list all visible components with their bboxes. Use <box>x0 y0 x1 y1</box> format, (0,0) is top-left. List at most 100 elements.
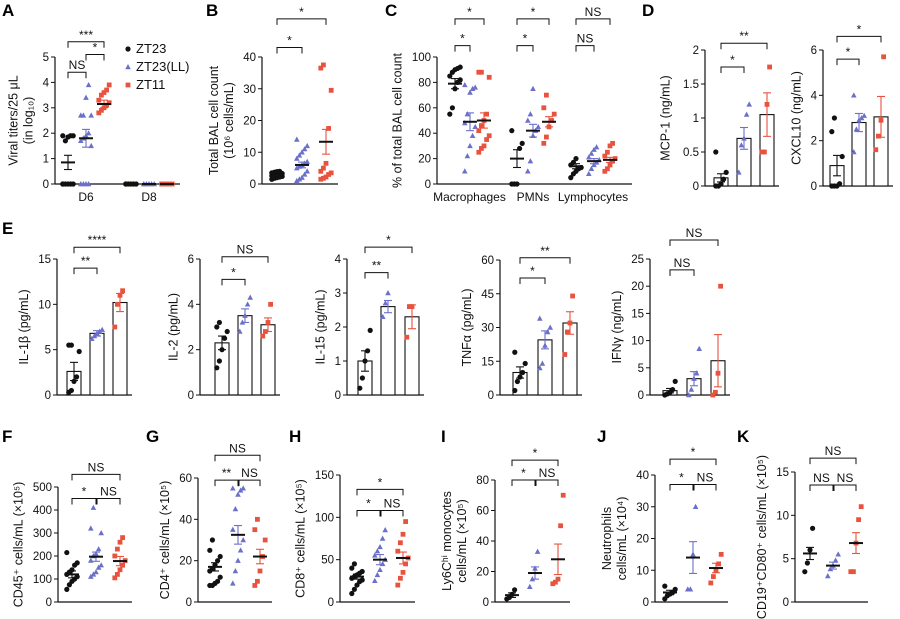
y-tick-label: 6 <box>811 45 817 57</box>
data-point <box>268 301 273 307</box>
group-zt23 <box>713 149 729 189</box>
data-point <box>718 181 724 187</box>
group-zt23ll <box>525 85 541 174</box>
significance-label: * <box>467 5 472 19</box>
data-point <box>230 526 236 532</box>
data-point <box>377 543 383 550</box>
data-point <box>117 567 123 573</box>
data-point <box>321 165 326 171</box>
data-point <box>216 358 222 364</box>
data-point <box>610 140 615 146</box>
group-zt23ll <box>537 315 553 396</box>
group-zt23ll <box>586 144 602 177</box>
significance-bracket <box>67 41 105 48</box>
data-point <box>106 100 112 106</box>
data-point <box>839 153 845 160</box>
y-tick-label: 1 <box>43 154 49 166</box>
data-point <box>743 111 750 117</box>
significance-label: * <box>287 33 292 47</box>
significance-bracket <box>380 510 404 517</box>
data-point <box>88 525 94 531</box>
data-point <box>230 485 236 491</box>
data-point <box>398 575 403 581</box>
bar <box>237 315 253 396</box>
group-zt11 <box>708 551 724 586</box>
significance-label: NS <box>837 471 854 485</box>
data-point <box>321 62 326 68</box>
data-point <box>861 112 867 118</box>
data-point <box>88 557 94 563</box>
y-tick-label: 4 <box>188 299 195 311</box>
significance-bracket <box>669 484 694 491</box>
data-point <box>294 177 300 184</box>
data-point <box>607 143 613 149</box>
y-tick-label: 40 <box>179 514 192 526</box>
data-point <box>831 115 838 121</box>
significance-label: * <box>521 466 526 480</box>
data-point <box>520 369 526 376</box>
panel-letter-e: E <box>2 219 13 238</box>
significance-bracket <box>511 479 536 486</box>
y-tick-label: 60 <box>481 255 494 267</box>
data-point <box>255 516 260 522</box>
group-zt11 <box>710 283 726 398</box>
data-point <box>85 181 92 187</box>
y-tick-label: 15 <box>631 308 644 320</box>
y-tick-label: 45 <box>481 289 494 301</box>
group-zt23 <box>269 168 285 182</box>
y-tick-label: 2 <box>335 322 341 334</box>
data-point <box>469 132 476 138</box>
data-point <box>224 328 230 335</box>
panel-letter-f: F <box>2 427 12 446</box>
data-point <box>472 123 478 130</box>
data-point <box>462 81 468 88</box>
data-point <box>299 174 305 180</box>
data-point <box>476 128 482 134</box>
group-zt23ll <box>88 504 104 579</box>
y-axis-label: (in log₁₀) <box>22 97 36 145</box>
panel-letter-j: J <box>597 427 606 446</box>
data-point <box>544 329 551 335</box>
data-point <box>407 304 412 309</box>
y-axis-label: CD4⁺ cells/mL (×10⁵) <box>158 481 172 600</box>
data-point <box>323 174 329 180</box>
group-zt23 <box>66 342 82 396</box>
legend-label: ZT23(LL) <box>136 59 189 74</box>
group-zt23ll <box>686 345 702 398</box>
data-point <box>96 110 102 116</box>
significance-label: NS <box>100 485 117 499</box>
y-tick-label: 6 <box>188 254 194 266</box>
panel-letter-i: I <box>441 427 446 446</box>
data-point <box>76 348 82 355</box>
data-point <box>511 587 518 593</box>
legend-marker-triangle-icon <box>125 64 131 70</box>
data-point <box>464 153 471 159</box>
group-zt11 <box>112 288 128 396</box>
significance-label: * <box>386 233 391 247</box>
data-point <box>447 111 453 117</box>
significance-bracket <box>833 484 857 491</box>
y-tick-label: 0 <box>46 597 52 609</box>
significance-bracket <box>454 45 471 52</box>
data-point <box>359 375 365 381</box>
data-point <box>382 300 389 306</box>
data-point <box>570 293 575 299</box>
y-tick-label: 30 <box>481 323 494 335</box>
data-point <box>738 142 745 148</box>
data-point <box>380 313 386 319</box>
significance-bracket <box>96 498 121 505</box>
significance-label: ** <box>372 259 382 273</box>
significance-label: * <box>82 485 87 499</box>
data-point <box>382 527 388 533</box>
y-tick-label: 20 <box>636 534 649 546</box>
significance-bracket <box>67 71 87 79</box>
y-axis-label: cells/mL (×10⁴) <box>615 497 629 581</box>
data-point <box>607 162 613 168</box>
data-point <box>323 160 329 166</box>
data-point <box>586 170 592 177</box>
significance-bracket <box>836 35 882 43</box>
